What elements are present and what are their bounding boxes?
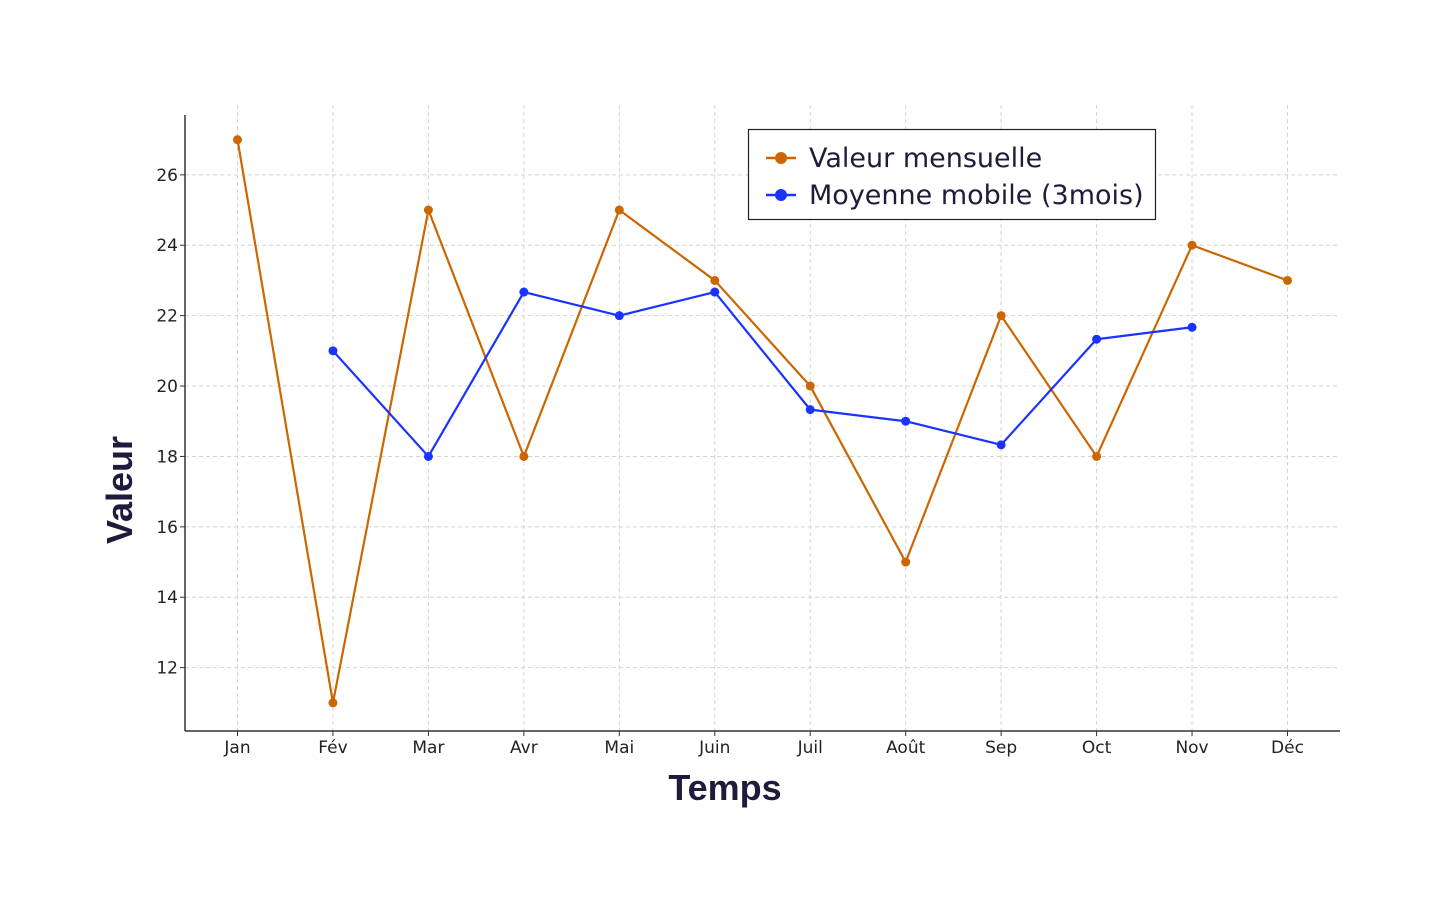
- legend-label-0: Valeur mensuelle: [809, 143, 1042, 174]
- data-point-0: [1283, 275, 1292, 285]
- x-tick-label: Avr: [510, 738, 538, 758]
- data-point-0: [233, 135, 242, 145]
- data-point-1: [423, 451, 433, 461]
- x-tick-label: Juil: [797, 738, 823, 758]
- y-tick-label: 26: [156, 166, 178, 186]
- data-point-0: [805, 381, 815, 391]
- series-line-0: [236, 139, 1288, 704]
- legend: Valeur mensuelle Moyenne mobile (3mois): [747, 128, 1157, 221]
- y-tick-label: 22: [156, 307, 178, 327]
- series-line-1: [332, 290, 1193, 458]
- x-tick-label: Mar: [412, 738, 444, 758]
- x-ticks: Jan Fév Mar Avr Mai Juin Juil Août Sep Oct Nov Déc: [223, 731, 1304, 758]
- y-axis-label: Valeur: [99, 436, 140, 544]
- x-tick-label: Nov: [1175, 738, 1208, 758]
- data-point-0: [1092, 451, 1102, 461]
- x-tick-label: Déc: [1271, 738, 1304, 758]
- data-point-0: [710, 275, 720, 285]
- data-point-0: [614, 205, 624, 215]
- legend-marker-dot-1: [775, 189, 787, 201]
- x-axis-label: Temps: [668, 767, 781, 808]
- data-point-1: [328, 346, 338, 356]
- data-point-0: [1187, 240, 1197, 250]
- data-point-1: [805, 405, 815, 415]
- x-tick-label: Mai: [604, 738, 634, 758]
- legend-box: [747, 128, 1157, 221]
- y-tick-label: 12: [156, 659, 178, 679]
- data-point-1: [710, 287, 720, 297]
- data-point-1: [614, 311, 624, 321]
- y-tick-label: 20: [156, 377, 178, 397]
- y-tick-label: 24: [156, 236, 178, 256]
- x-tick-label: Août: [886, 738, 926, 758]
- data-point-0: [328, 698, 338, 708]
- y-ticks: 12 14 16 18 20 22 24 26: [156, 166, 185, 679]
- data-point-1: [1092, 334, 1102, 344]
- y-tick-label: 18: [156, 447, 178, 467]
- x-tick-label: Sep: [985, 738, 1017, 758]
- x-tick-label: Fév: [318, 738, 347, 758]
- y-tick-label: 16: [156, 518, 178, 538]
- x-tick-label: Juin: [698, 738, 730, 758]
- y-tick-label: 14: [156, 588, 178, 608]
- data-point-1: [996, 440, 1006, 450]
- series-group: [233, 135, 1292, 708]
- axes: [184, 115, 1340, 732]
- data-point-1: [1187, 322, 1197, 332]
- data-point-1: [519, 287, 529, 297]
- x-tick-label: Jan: [223, 738, 250, 758]
- data-point-0: [423, 205, 433, 215]
- legend-marker-dot-0: [775, 152, 787, 164]
- data-point-0: [901, 557, 911, 567]
- legend-label-1: Moyenne mobile (3mois): [809, 180, 1144, 211]
- data-point-0: [519, 451, 529, 461]
- grid: [185, 105, 1340, 731]
- x-tick-label: Oct: [1082, 738, 1112, 758]
- data-point-1: [901, 416, 911, 426]
- data-point-0: [996, 311, 1006, 321]
